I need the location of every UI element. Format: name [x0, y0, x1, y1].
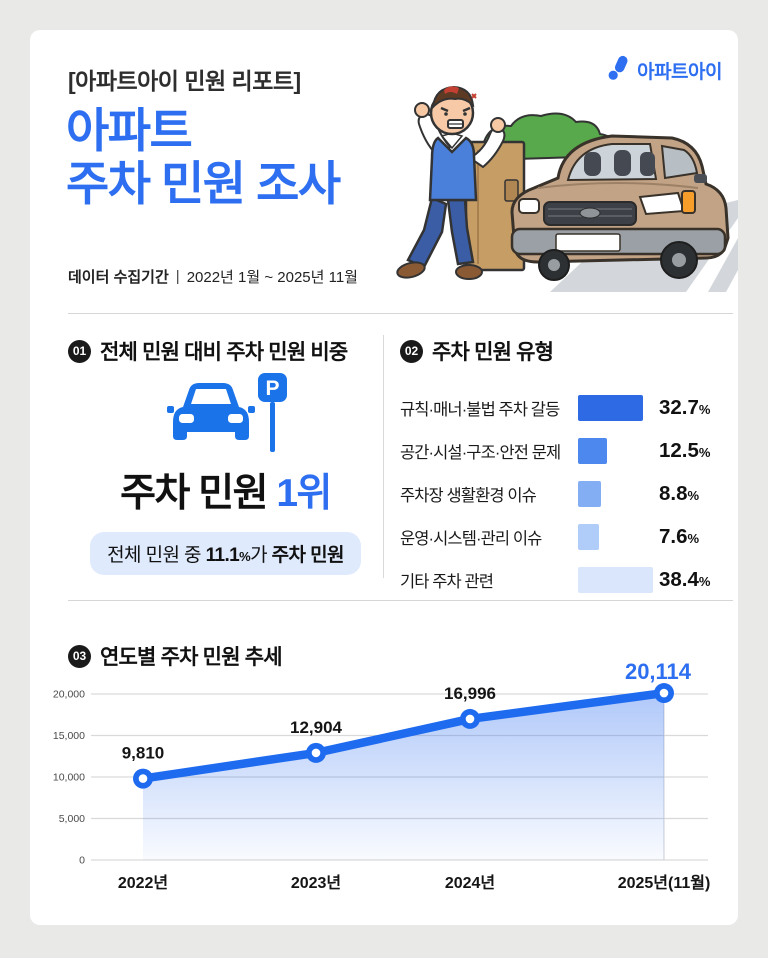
- svg-text:9,810: 9,810: [122, 744, 165, 763]
- svg-text:12,904: 12,904: [290, 718, 343, 737]
- svg-text:10,000: 10,000: [53, 772, 85, 784]
- brand-logo: 아파트아이: [605, 54, 722, 86]
- parked-car: [510, 134, 730, 281]
- headline-rank: 1위: [276, 472, 332, 515]
- bar-label: 주차장 생활환경 이슈: [400, 486, 537, 505]
- bar-value: 38.4%: [659, 567, 711, 591]
- pill-bold: 주차 민원: [271, 545, 345, 566]
- svg-text:P: P: [265, 377, 279, 400]
- angry-man-and-car-illustration: [388, 80, 738, 292]
- bar-cell: [578, 566, 654, 593]
- divider-vertical: [383, 335, 384, 578]
- angry-man: [396, 85, 506, 280]
- bar-row: 운영·시스템·관리 이슈 7.6%: [400, 515, 733, 558]
- bar-row: 주차장 생활환경 이슈 8.8%: [400, 472, 733, 515]
- report-label: [아파트아이 민원 리포트]: [68, 68, 301, 94]
- trend-line-chart: 0 5,000 10,000 15,000 20,000 9,810 12,904 16,99…: [53, 659, 711, 892]
- bar-value: 12.5%: [659, 438, 711, 462]
- data-period-label: 데이터 수집기간: [68, 269, 169, 286]
- apartment-i-logo-icon: [605, 54, 631, 86]
- bar: [578, 566, 653, 593]
- svg-text:2025년(11월): 2025년(11월): [618, 873, 711, 892]
- page-title-line1: 아파트: [66, 104, 193, 157]
- car-with-parking-sign-icon: P: [68, 368, 383, 460]
- section3-title: 연도별 주차 민원 추세: [100, 646, 283, 669]
- bar-label: 공간·시설·구조·안전 문제: [400, 443, 561, 462]
- bar-value: 8.8%: [659, 481, 700, 505]
- section1-title: 전체 민원 대비 주차 민원 비중: [100, 341, 348, 364]
- bar-cell: [578, 523, 654, 550]
- svg-text:16,996: 16,996: [444, 684, 496, 703]
- brand-logo-text: 아파트아이: [637, 61, 722, 83]
- svg-text:2024년: 2024년: [445, 873, 495, 892]
- bar-label: 규칙·매너·불법 주차 갈등: [400, 400, 560, 419]
- svg-text:2022년: 2022년: [118, 873, 168, 892]
- bar-row: 공간·시설·구조·안전 문제 12.5%: [400, 429, 733, 472]
- svg-text:0: 0: [79, 855, 85, 867]
- section3-header: 03 연도별 주차 민원 추세: [68, 641, 283, 671]
- pill-middle: 가: [250, 545, 272, 566]
- bar-value: 32.7%: [659, 395, 711, 419]
- pill-prefix: 전체 민원 중: [107, 545, 206, 566]
- section2-title: 주차 민원 유형: [432, 341, 554, 364]
- data-period-value: 2022년 1월 ~ 2025년 11월: [186, 269, 358, 286]
- divider-header: [68, 313, 733, 314]
- section1-body: P 주차 민원 1위 전체 민원 중 11.1%가 주차 민원: [68, 368, 383, 575]
- bar-cell: [578, 437, 654, 464]
- pill-percent-sign: %: [239, 549, 251, 564]
- divider-middle: [68, 600, 733, 601]
- svg-text:15,000: 15,000: [53, 730, 85, 742]
- complaint-share-pill: 전체 민원 중 11.1%가 주차 민원: [90, 532, 361, 575]
- bar-label: 운영·시스템·관리 이슈: [400, 529, 542, 548]
- section2-badge: 02: [400, 339, 423, 363]
- svg-text:5,000: 5,000: [59, 813, 85, 825]
- data-period-separator: |: [175, 268, 180, 285]
- bar: [578, 480, 601, 507]
- page-title: 아파트 주차 민원 조사: [66, 104, 341, 211]
- bar-value: 7.6%: [659, 524, 700, 548]
- bar-label: 기타 주차 관련: [400, 572, 494, 591]
- section3-badge: 03: [68, 644, 91, 668]
- infographic-card: [아파트아이 민원 리포트] 아파트아이 아파트 주차 민원 조사 데이터 수집…: [30, 30, 738, 925]
- data-period: 데이터 수집기간 | 2022년 1월 ~ 2025년 11월: [68, 266, 358, 287]
- bar: [578, 523, 599, 550]
- pill-value: 11.1: [205, 545, 240, 566]
- bar-row: 규칙·매너·불법 주차 갈등 32.7%: [400, 386, 733, 429]
- section1-badge: 01: [68, 339, 91, 363]
- complaint-type-rows: 규칙·매너·불법 주차 갈등 32.7% 공간·시설·구조·안전 문제 12.5% 주차…: [400, 386, 733, 601]
- section1-header: 01 전체 민원 대비 주차 민원 비중: [68, 336, 348, 366]
- parking-complaint-rank-headline: 주차 민원 1위: [68, 462, 383, 518]
- svg-text:20,114: 20,114: [625, 660, 692, 684]
- bar-cell: [578, 480, 654, 507]
- bar-row: 기타 주차 관련 38.4%: [400, 558, 733, 601]
- bar: [578, 394, 643, 421]
- headline-black: 주차 민원: [120, 472, 268, 515]
- section2-header: 02 주차 민원 유형: [400, 336, 554, 366]
- page-title-line2: 주차 민원 조사: [66, 157, 341, 211]
- trend-chart-container: 0 5,000 10,000 15,000 20,000 9,810 12,904 16,99…: [45, 659, 725, 912]
- bar: [578, 437, 607, 464]
- svg-text:2023년: 2023년: [291, 873, 341, 892]
- svg-text:20,000: 20,000: [53, 689, 85, 701]
- bar-cell: [578, 394, 654, 421]
